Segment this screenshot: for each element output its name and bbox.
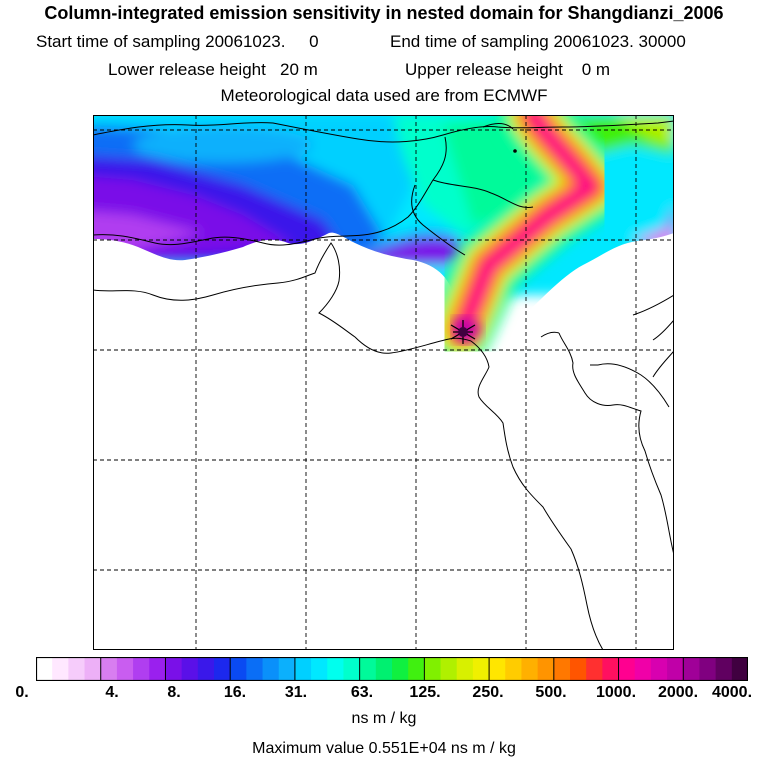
- colorbar-segment: [553, 657, 571, 681]
- max-value-label: Maximum value 0.551E+04 ns m / kg: [252, 740, 516, 757]
- colorbar-segment: [408, 657, 425, 681]
- colorbar-segment: [36, 657, 53, 681]
- colorbar-tick-label: 1000.: [595, 684, 637, 701]
- colorbar-segment: [489, 657, 506, 681]
- plot-title: Column-integrated emission sensitivity i…: [44, 3, 724, 23]
- colorbar-tick-label: 8.: [167, 684, 181, 701]
- colorbar-segment: [343, 657, 361, 681]
- units-label: ns m / kg: [351, 710, 417, 727]
- colorbar-segment: [537, 657, 555, 681]
- colorbar-segment: [392, 657, 409, 681]
- colorbar-segment: [586, 657, 603, 681]
- upper-release-label: Upper release height 0 m: [405, 60, 611, 79]
- colorbar-tick-label: 16.: [223, 684, 247, 701]
- colorbar-segment: [149, 657, 167, 681]
- colorbar-segment: [262, 657, 280, 681]
- colorbar-tick-label: 0.: [15, 684, 29, 701]
- colorbar-segment: [440, 657, 458, 681]
- colorbar-segment: [472, 657, 490, 681]
- colorbar-segment: [214, 657, 231, 681]
- colorbar-segment: [278, 657, 296, 681]
- start-time-label: Start time of sampling 20061023. 0: [36, 32, 319, 51]
- colorbar-tick-label: 500.: [535, 684, 567, 701]
- met-data-label: Meteorological data used are from ECMWF: [220, 86, 548, 105]
- colorbar-segment: [715, 657, 733, 681]
- colorbar-tick-label: 31.: [284, 684, 308, 701]
- colorbar-tick-label: 4.: [105, 684, 119, 701]
- colorbar-segment: [230, 657, 247, 681]
- colorbar-segment: [650, 657, 668, 681]
- colorbar-segment: [618, 657, 636, 681]
- colorbar-tick-label: 2000.: [657, 684, 699, 701]
- colorbar-segment: [456, 657, 474, 681]
- colorbar-segment: [699, 657, 717, 681]
- colorbar-segment: [68, 657, 86, 681]
- colorbar-segment: [52, 657, 69, 681]
- colorbar: [36, 657, 748, 681]
- colorbar-segment: [246, 657, 264, 681]
- colorbar-segment: [294, 657, 312, 681]
- colorbar-segment: [197, 657, 215, 681]
- colorbar-segment: [521, 657, 539, 681]
- colorbar-segment: [100, 657, 118, 681]
- colorbar-tick-label: 63.: [350, 684, 374, 701]
- colorbar-border: [36, 657, 748, 681]
- colorbar-segment: [667, 657, 684, 681]
- colorbar-segment: [634, 657, 652, 681]
- colorbar-segment: [683, 657, 701, 681]
- colorbar-segment: [165, 657, 183, 681]
- colorbar-tick-label: 125.: [409, 684, 441, 701]
- colorbar-segment: [84, 657, 102, 681]
- end-time-label: End time of sampling 20061023. 30000: [390, 32, 686, 51]
- sensitivity-map: [93, 115, 674, 650]
- colorbar-segment: [133, 657, 150, 681]
- colorbar-segment: [327, 657, 345, 681]
- colorbar-segment: [602, 657, 620, 681]
- colorbar-segment: [116, 657, 134, 681]
- colorbar-segment: [505, 657, 523, 681]
- lower-release-label: Lower release height 20 m: [108, 60, 318, 79]
- colorbar-tick-label: 4000.: [711, 684, 753, 701]
- colorbar-tick-label: 250.: [472, 684, 504, 701]
- colorbar-segment: [424, 657, 442, 681]
- colorbar-segment: [311, 657, 328, 681]
- colorbar-segment: [570, 657, 587, 681]
- colorbar-segment: [359, 657, 377, 681]
- colorbar-segment: [375, 657, 393, 681]
- colorbar-segment: [181, 657, 199, 681]
- colorbar-segment: [731, 657, 748, 681]
